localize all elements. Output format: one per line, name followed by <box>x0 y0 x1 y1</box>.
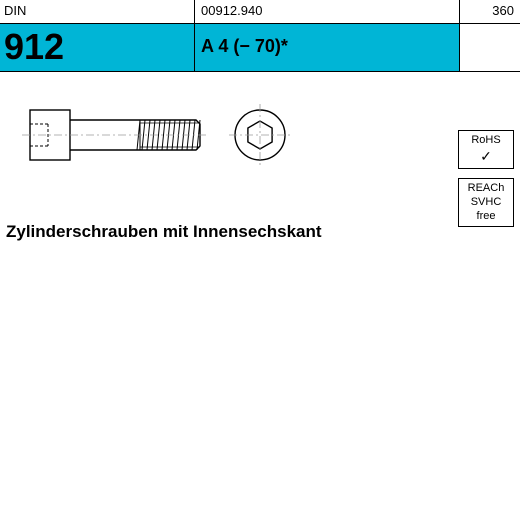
header-row-1: DIN 00912.940 360 <box>0 0 520 24</box>
standard-number-cell: 912 <box>0 24 195 71</box>
reach-line-1: REACh <box>459 182 513 196</box>
reach-line-2: SVHC <box>459 196 513 210</box>
right-number-cell: 360 <box>460 0 520 23</box>
header-row-2: 912 A 4 (− 70)* <box>0 24 520 72</box>
product-description: Zylinderschrauben mit Innensechskant <box>6 222 322 242</box>
blank-cell <box>460 24 520 71</box>
din-label-cell: DIN <box>0 0 195 23</box>
screw-diagram <box>0 80 520 210</box>
rohs-label: RoHS <box>459 134 513 148</box>
reach-badge: REACh SVHC free <box>458 178 514 227</box>
article-code-cell: 00912.940 <box>195 0 460 23</box>
rohs-badge: RoHS ✓ <box>458 130 514 169</box>
material-cell: A 4 (− 70)* <box>195 24 460 71</box>
check-icon: ✓ <box>459 148 513 166</box>
reach-line-3: free <box>459 210 513 224</box>
